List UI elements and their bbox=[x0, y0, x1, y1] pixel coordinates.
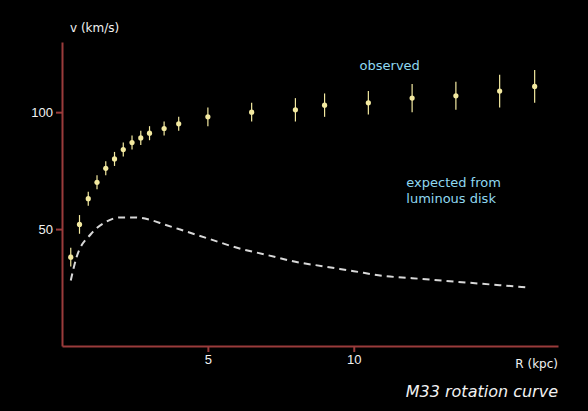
tick-mark bbox=[207, 346, 209, 352]
tick-label: 50 bbox=[39, 222, 53, 237]
point bbox=[129, 140, 134, 145]
tick-label: 5 bbox=[205, 352, 212, 367]
series-label: observed bbox=[360, 58, 420, 73]
point bbox=[121, 147, 126, 152]
point bbox=[532, 84, 537, 89]
point bbox=[293, 107, 298, 112]
plot: 5 10 50 100 bbox=[31, 43, 558, 368]
tick-mark bbox=[353, 346, 355, 352]
x-axis-title: R (kpc) bbox=[515, 357, 558, 371]
tick-label: 10 bbox=[347, 352, 361, 367]
point bbox=[94, 180, 99, 185]
point bbox=[147, 131, 152, 136]
label-line: observed bbox=[360, 58, 420, 73]
y-axis-title: v (km/s) bbox=[70, 21, 119, 35]
line bbox=[71, 217, 529, 287]
point bbox=[162, 126, 167, 131]
series-label: expected fromluminous disk bbox=[406, 175, 501, 206]
point bbox=[205, 114, 210, 119]
chart: 5 10 50 100 v (km/s) R (kpc) M33 rotation curv… bbox=[0, 0, 588, 411]
title: M33 rotation curve bbox=[406, 382, 558, 401]
x-axis: 5 10 bbox=[63, 346, 559, 367]
point bbox=[176, 121, 181, 126]
point bbox=[138, 135, 143, 140]
point bbox=[86, 196, 91, 201]
background bbox=[0, 0, 588, 411]
axis-line bbox=[63, 346, 559, 348]
point bbox=[112, 156, 117, 161]
tick-mark bbox=[56, 229, 62, 231]
point bbox=[410, 96, 415, 101]
point bbox=[77, 222, 82, 227]
point bbox=[366, 100, 371, 105]
point bbox=[249, 110, 254, 115]
tick: 100 bbox=[31, 105, 62, 120]
axis-line bbox=[62, 43, 64, 347]
tick: 10 bbox=[347, 346, 361, 367]
point bbox=[68, 255, 73, 260]
y-axis: 50 100 bbox=[31, 43, 62, 347]
point bbox=[322, 103, 327, 108]
point bbox=[497, 89, 502, 94]
label-line: luminous disk bbox=[406, 191, 496, 206]
label-line: expected from bbox=[406, 175, 501, 190]
point bbox=[453, 93, 458, 98]
marks bbox=[68, 70, 537, 287]
point bbox=[103, 166, 108, 171]
tick: 5 bbox=[205, 346, 212, 367]
tick: 50 bbox=[39, 222, 62, 237]
tick-label: 100 bbox=[31, 105, 53, 120]
tick-mark bbox=[56, 112, 62, 114]
